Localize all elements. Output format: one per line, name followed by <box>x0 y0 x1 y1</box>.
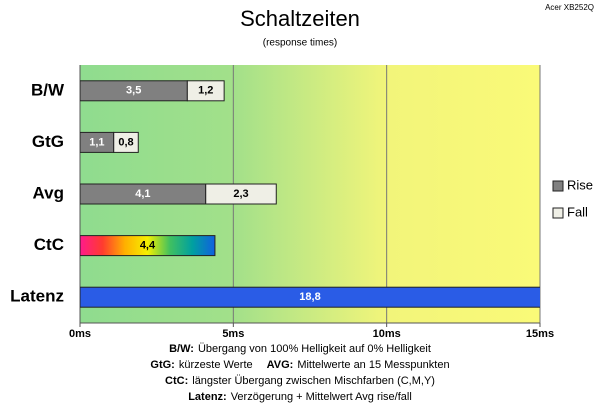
value-label: 1,1 <box>89 136 104 148</box>
x-tick-label: 0ms <box>69 328 91 340</box>
value-label: 0,8 <box>118 136 133 148</box>
y-tick-label: B/W <box>31 80 65 99</box>
bar <box>186 80 225 102</box>
y-tick-label: CtC <box>34 235 64 254</box>
value-label: 18,8 <box>299 291 320 303</box>
x-tick-label: 10ms <box>373 328 401 340</box>
footnote: CtC: längster Übergang zwischen Mischfarb… <box>165 375 435 387</box>
footnote-text: Übergang von 100% Helligkeit auf 0% Hell… <box>198 343 431 355</box>
x-tick-label: 5ms <box>222 328 244 340</box>
footnote-text: kürzeste Werte <box>179 359 253 371</box>
model-label: Acer XB252Q <box>545 3 594 12</box>
legend-swatch <box>552 207 564 219</box>
legend-label: Fall <box>567 204 588 219</box>
value-label: 3,5 <box>126 85 141 97</box>
bar <box>80 286 540 308</box>
footnote-term: Latenz: <box>188 391 227 403</box>
footnote-text: längster Übergang zwischen Mischfarben (… <box>192 375 435 387</box>
legend-swatch <box>552 180 564 192</box>
footnote: GtG: kürzeste Werte AVG: Mittelwerte an 15 … <box>150 359 449 371</box>
y-tick-label: GtG <box>32 132 64 151</box>
value-label: 4,4 <box>140 240 156 252</box>
bar <box>205 183 277 205</box>
footnote-term: GtG: <box>150 359 174 371</box>
x-tick-label: 15ms <box>526 328 554 340</box>
value-label: 1,2 <box>198 85 213 97</box>
footnote-text: Verzögerung + Mittelwert Avg rise/fall <box>231 391 412 403</box>
footnote: B/W: Übergang von 100% Helligkeit auf 0% … <box>169 343 431 355</box>
bars <box>80 80 540 308</box>
y-tick-label: Avg <box>33 183 65 202</box>
chart-subtitle: (response times) <box>263 38 337 49</box>
footnote: Latenz: Verzögerung + Mittelwert Avg rise… <box>188 391 412 403</box>
footnote-term: AVG: <box>267 359 294 371</box>
y-tick-label: Latenz <box>10 287 64 306</box>
value-label: 2,3 <box>233 188 248 200</box>
footnote-term: B/W: <box>169 343 194 355</box>
footnote-text: Mittelwerte an 15 Messpunkten <box>297 359 449 371</box>
legend-label: Rise <box>567 177 593 192</box>
value-label: 4,1 <box>135 188 150 200</box>
bar <box>113 131 139 153</box>
footnote-term: CtC: <box>165 375 188 387</box>
chart-title: Schaltzeiten <box>240 6 360 31</box>
bar <box>80 235 216 257</box>
